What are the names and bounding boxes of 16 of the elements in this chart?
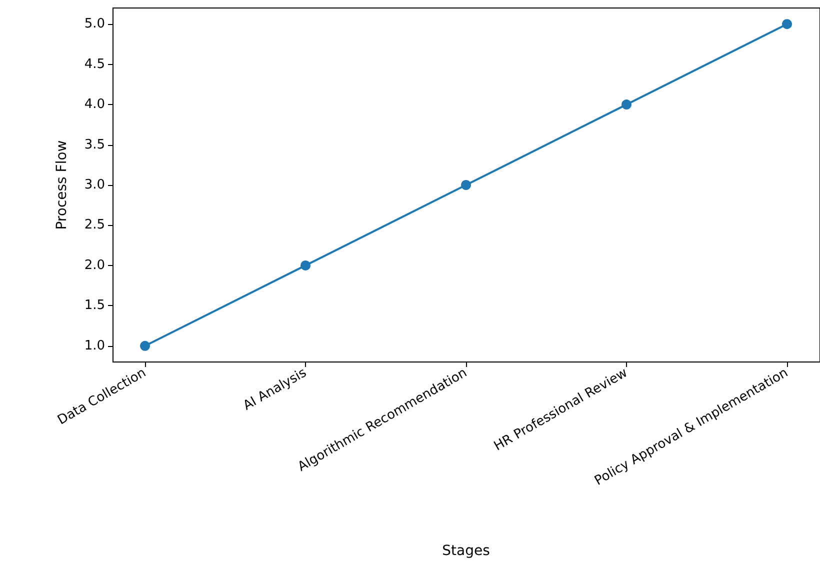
point bbox=[782, 19, 792, 30]
y-axis-title: Process Flow bbox=[54, 140, 70, 230]
y-tick-label: 2.0 bbox=[84, 258, 105, 273]
point bbox=[300, 260, 310, 270]
y-tick-label: 2.5 bbox=[84, 218, 105, 233]
y-tick-label: 3.5 bbox=[84, 137, 105, 152]
x-axis-title: Stages bbox=[442, 543, 490, 559]
y-tick-label: 5.0 bbox=[84, 16, 105, 32]
y-tick-label: 4.5 bbox=[84, 56, 105, 72]
y-tick-label: 3.0 bbox=[84, 178, 105, 192]
point bbox=[622, 100, 632, 110]
y-tick-label: 4.0 bbox=[84, 97, 105, 112]
point bbox=[140, 340, 150, 351]
y-tick-label: 1.5 bbox=[84, 298, 105, 314]
point bbox=[461, 180, 471, 190]
y-tick-label: 1.0 bbox=[84, 338, 105, 354]
